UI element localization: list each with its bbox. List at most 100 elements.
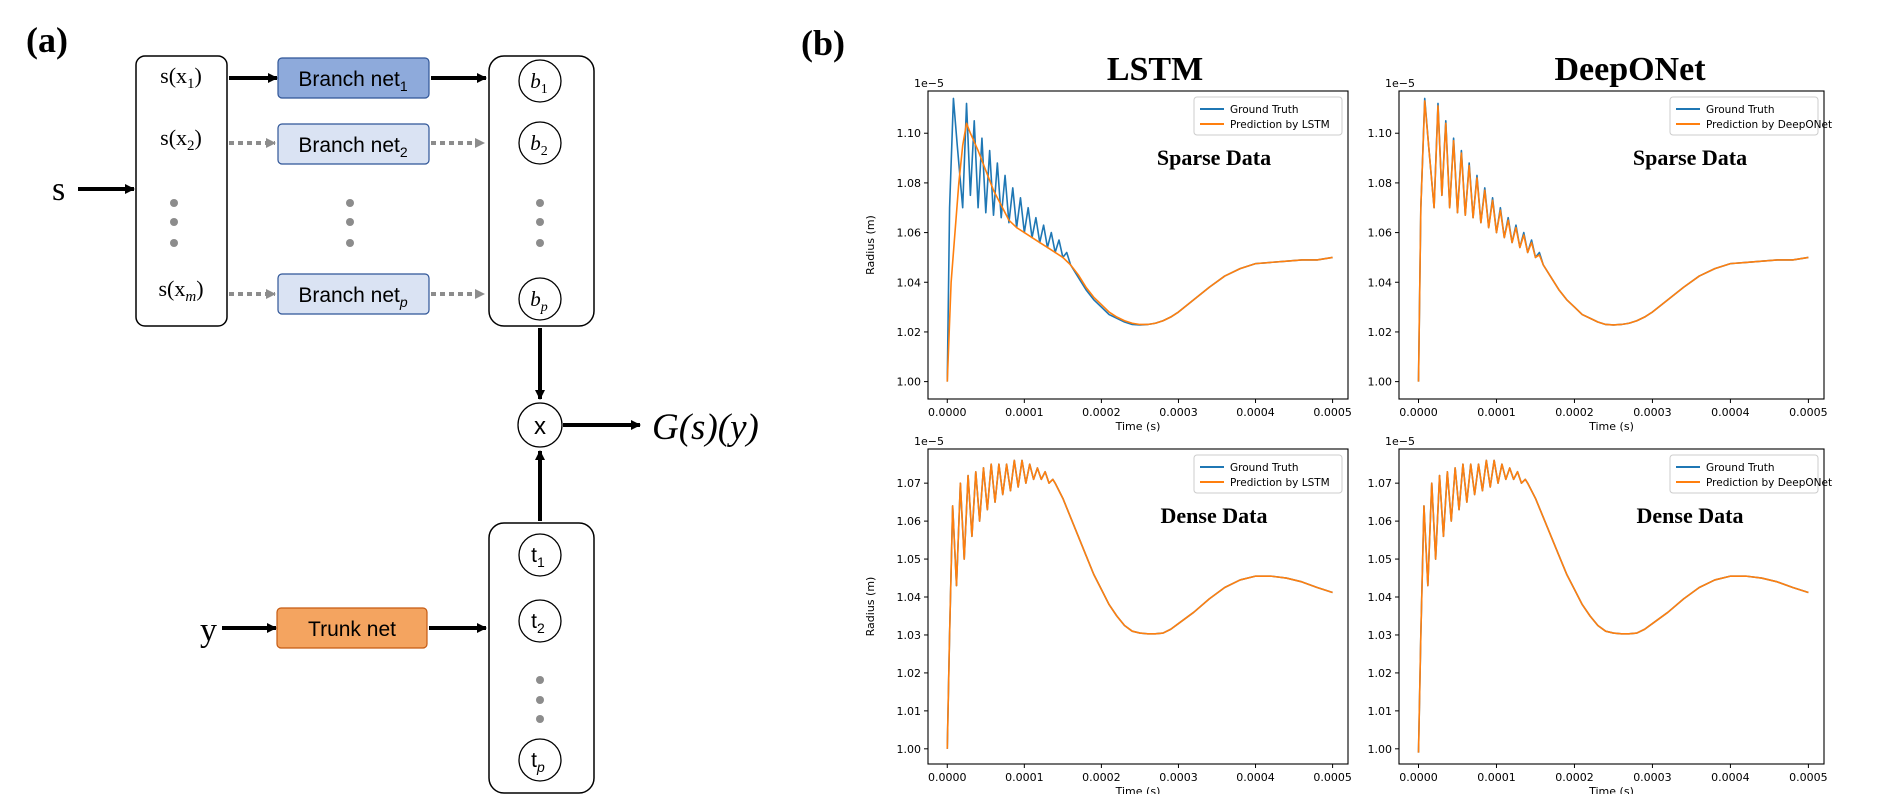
chart-series-group — [946, 459, 1333, 749]
legend-frame — [1669, 96, 1819, 136]
y-tick-label: 1.00 — [1368, 743, 1393, 756]
x-tick-label: 0.0005 — [1313, 771, 1352, 784]
branch-output-node-2 — [518, 121, 562, 165]
branch-output-node-1 — [518, 59, 562, 103]
panel-b-label: (b) — [801, 23, 845, 63]
legend-entry: Prediction by DeepONet — [1706, 119, 1832, 131]
y-tick-label: 1.00 — [897, 376, 922, 389]
panel-b: (b) LSTM DeepONet 0.0000 0.0001 0.0002 0.00… — [801, 23, 1832, 794]
y-tick-label: 1.10 — [1368, 127, 1393, 140]
series-line-ground-truth — [946, 459, 1333, 749]
branch-output-ellipsis — [536, 199, 544, 247]
y-tick-label: 1.07 — [897, 477, 922, 490]
sensor-label-m: s(xm) — [158, 276, 203, 305]
branch-net-p — [277, 273, 430, 315]
x-tick-label: 0.0004 — [1236, 406, 1275, 419]
x-tick-label: 0.0003 — [1633, 406, 1672, 419]
x-tick-label: 0.0000 — [928, 771, 967, 784]
x-tick-label: 0.0001 — [1005, 771, 1044, 784]
x-tick-label: 0.0002 — [1555, 406, 1594, 419]
legend-entry: Ground Truth — [1706, 462, 1775, 474]
y-axis-label: Radius (m) — [864, 215, 877, 275]
chart-series-group — [1417, 97, 1809, 382]
y-tick-label: 1.05 — [1368, 553, 1393, 566]
branch-net-p-label: Branch netp — [298, 284, 408, 310]
panel-a: (a) s s(x1) s(x2) s(xm) Branch net1 Bran… — [26, 20, 759, 794]
x-tick-label: 0.0002 — [1082, 771, 1121, 784]
trunk-output-ellipsis — [536, 676, 544, 723]
sensor-label-2: s(x2) — [160, 125, 202, 154]
plot-grid: 0.0000 0.0001 0.0002 0.0003 0.0004 0.0005 1.00… — [864, 77, 1832, 794]
trunk-output-box — [488, 522, 595, 794]
chart-0: 0.0000 0.0001 0.0002 0.0003 0.0004 0.0005 1.00… — [864, 77, 1352, 433]
branch-output-label-1: b1 — [530, 69, 548, 97]
trunk-net — [276, 607, 428, 649]
axes-frame — [927, 90, 1349, 400]
y-tick-label: 1.02 — [1368, 667, 1393, 680]
y-tick-label: 1.06 — [1368, 515, 1393, 528]
data-density-annotation: Dense Data — [1161, 503, 1268, 528]
axis-scale-label: 1e−5 — [1385, 77, 1415, 90]
y-tick-label: 1.04 — [1368, 591, 1393, 604]
sensor-ellipsis — [170, 199, 178, 247]
axes-frame — [1398, 90, 1825, 400]
x-tick-label: 0.0003 — [1159, 771, 1198, 784]
chart-3: 0.0000 0.0001 0.0002 0.0003 0.0004 0.0005 1.00… — [1368, 435, 1833, 794]
y-tick-label: 1.00 — [1368, 376, 1393, 389]
column-title-deeponet: DeepONet — [1554, 51, 1706, 88]
y-tick-label: 1.01 — [1368, 705, 1393, 718]
axes-frame — [927, 448, 1349, 765]
branch-ellipsis — [346, 199, 354, 247]
data-density-annotation: Sparse Data — [1157, 145, 1271, 170]
x-tick-label: 0.0003 — [1159, 406, 1198, 419]
legend-entry: Prediction by LSTM — [1230, 119, 1330, 131]
trunk-output-node-p — [518, 738, 562, 782]
x-axis-label: Time (s) — [1115, 420, 1161, 433]
axis-scale-label: 1e−5 — [1385, 435, 1415, 448]
x-tick-label: 0.0004 — [1711, 406, 1750, 419]
series-line-prediction — [1417, 459, 1809, 753]
product-node — [517, 402, 563, 448]
y-tick-label: 1.00 — [897, 743, 922, 756]
series-line-ground-truth — [1417, 97, 1809, 382]
legend-entry: Prediction by LSTM — [1230, 477, 1330, 489]
x-tick-label: 0.0004 — [1711, 771, 1750, 784]
trunk-output-label-p: tp — [531, 749, 545, 775]
chart-series-group — [946, 97, 1333, 382]
data-density-annotation: Dense Data — [1637, 503, 1744, 528]
legend-frame — [1669, 454, 1819, 494]
chart-series-group — [1417, 459, 1809, 753]
x-axis-label: Time (s) — [1115, 785, 1161, 794]
y-tick-label: 1.06 — [897, 515, 922, 528]
legend-frame — [1193, 96, 1343, 136]
y-axis-label: Radius (m) — [864, 577, 877, 637]
x-tick-label: 0.0001 — [1477, 771, 1516, 784]
trunk-net-label: Trunk net — [308, 618, 396, 641]
x-tick-label: 0.0003 — [1633, 771, 1672, 784]
column-title-lstm: LSTM — [1107, 51, 1203, 88]
chart-1: 0.0000 0.0001 0.0002 0.0003 0.0004 0.0005 1.00… — [1368, 77, 1833, 433]
legend-entry: Ground Truth — [1230, 104, 1299, 116]
legend: Ground Truth Prediction by DeepONet — [1669, 454, 1832, 494]
axes-frame — [1398, 448, 1825, 765]
branch-output-label-p: bp — [530, 287, 548, 315]
trunk-output-node-1 — [518, 533, 562, 577]
y-tick-label: 1.06 — [1368, 227, 1393, 240]
series-line-prediction — [946, 122, 1333, 382]
product-symbol: x — [534, 413, 546, 440]
legend-entry: Ground Truth — [1230, 462, 1299, 474]
y-tick-label: 1.10 — [897, 127, 922, 140]
branch-output-label-2: b2 — [530, 131, 548, 159]
y-tick-label: 1.01 — [897, 705, 922, 718]
y-tick-label: 1.04 — [1368, 276, 1393, 289]
y-tick-label: 1.03 — [897, 629, 922, 642]
legend-frame — [1193, 454, 1343, 494]
y-tick-label: 1.07 — [1368, 477, 1393, 490]
x-tick-label: 0.0002 — [1555, 771, 1594, 784]
output-label: G(s)(y) — [652, 407, 759, 448]
trunk-output-label-1: t1 — [531, 544, 545, 570]
x-tick-label: 0.0005 — [1313, 406, 1352, 419]
x-tick-label: 0.0001 — [1477, 406, 1516, 419]
legend: Ground Truth Prediction by LSTM — [1193, 96, 1343, 136]
trunk-output-node-2 — [518, 599, 562, 643]
